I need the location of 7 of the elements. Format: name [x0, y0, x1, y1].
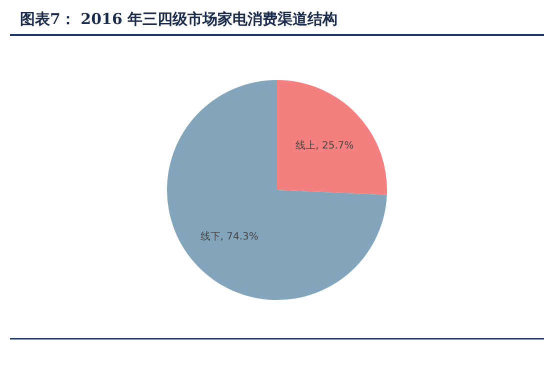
data-label: , 25.7%: [316, 140, 354, 152]
pie-slice: [167, 80, 387, 300]
slice-label: 线下: [200, 230, 220, 243]
slice-label: 线上: [296, 139, 316, 152]
data-label: , 74.3%: [220, 232, 258, 243]
chart-title: 图表7： 2016 年三四级市场家电消费渠道结构: [20, 10, 338, 28]
pie-slice: [277, 80, 387, 195]
